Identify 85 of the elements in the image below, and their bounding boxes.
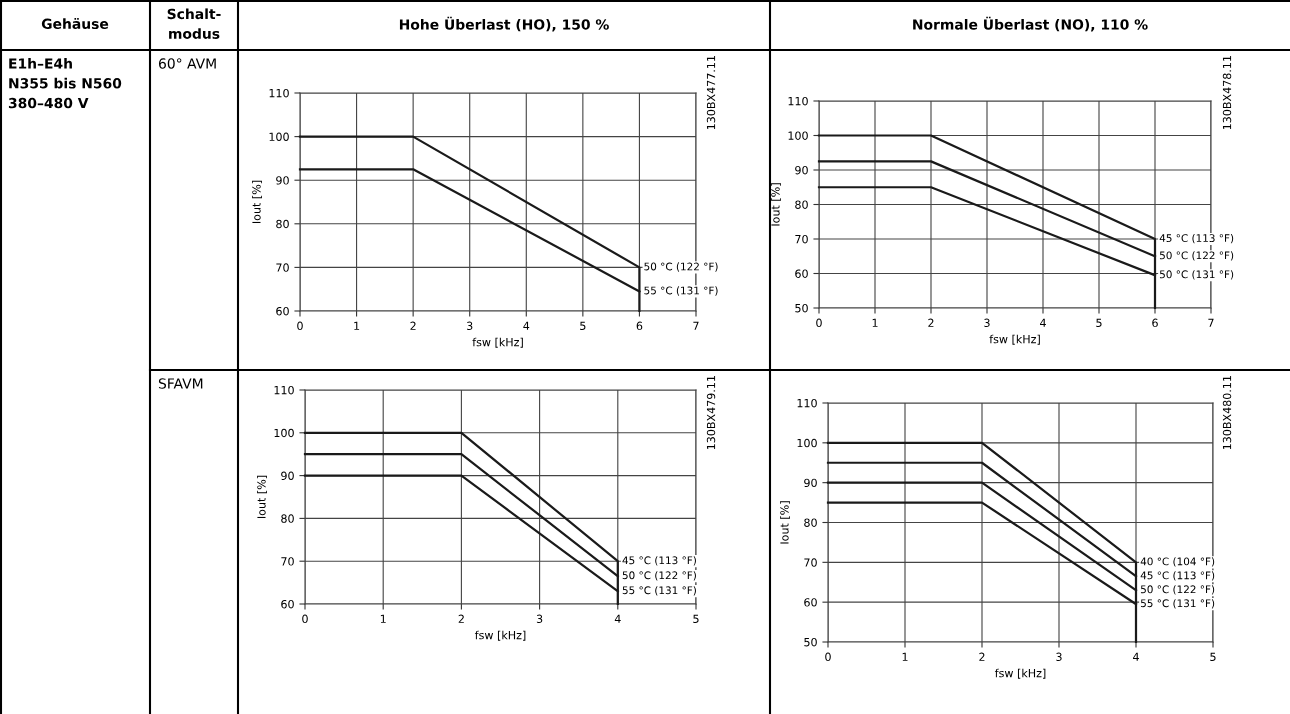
text: 130BX480.11 [1222, 376, 1232, 450]
x-axis-title: fsw [kHz] [472, 337, 523, 348]
y-tick-label: 110 [274, 385, 294, 395]
x-axis-title: fsw [kHz] [994, 668, 1046, 679]
series-label: 50 °C (122 °F) [644, 262, 718, 272]
y-tick-label: 110 [269, 88, 289, 98]
text: SFAVM [158, 378, 203, 389]
y-tick-label: 60 [804, 598, 817, 607]
y-tick-label: 60 [795, 269, 808, 278]
y-tick-label: 90 [804, 478, 817, 488]
series-label: 50 °C (122 °F) [1140, 585, 1215, 595]
x-tick-label: 2 [410, 321, 416, 330]
x-tick-label: 0 [816, 318, 822, 328]
y-tick-label: 80 [276, 219, 289, 229]
y-axis-title: Iout [%] [780, 501, 790, 544]
x-tick-label: 4 [1040, 318, 1046, 327]
y-axis-title: Iout [%] [771, 183, 781, 226]
x-tick-label: 2 [979, 652, 985, 661]
text: 130BX479.11 [706, 376, 716, 450]
y-tick-label: 100 [797, 438, 817, 448]
y-tick-label: 110 [788, 96, 808, 106]
x-tick-label: 7 [1208, 318, 1214, 327]
x-tick-label: 3 [536, 614, 543, 624]
chart-title: Hohe Überlast (HO), 150 % [399, 16, 609, 32]
y-tick-label: 90 [795, 165, 808, 175]
series-label: 45 °C (113 °F) [622, 556, 696, 566]
x-tick-label: 5 [1096, 318, 1102, 328]
x-tick-label: 5 [580, 321, 586, 331]
series-label: 45 °C (113 °F) [1140, 571, 1215, 581]
x-tick-label: 7 [693, 321, 699, 330]
y-tick-label: 100 [274, 428, 294, 438]
y-tick-label: 90 [276, 176, 289, 185]
x-tick-label: 2 [458, 614, 464, 623]
series-label: 55 °C (131 °F) [1140, 599, 1215, 609]
x-tick-label: 4 [614, 614, 621, 623]
x-tick-label: 5 [693, 614, 699, 624]
y-tick-label: 70 [804, 558, 817, 567]
x-tick-label: 4 [523, 321, 530, 330]
x-tick-label: 3 [984, 318, 990, 328]
x-tick-label: 5 [1210, 652, 1216, 662]
y-tick-label: 50 [804, 637, 817, 647]
y-tick-label: 100 [269, 132, 289, 141]
y-tick-label: 60 [281, 599, 294, 609]
text: 130BX477.11 [706, 56, 716, 130]
y-tick-label: 70 [276, 263, 289, 272]
y-tick-label: 60 [276, 306, 289, 316]
series-label: 55 °C (131 °F) [644, 286, 718, 296]
y-tick-label: 50 [795, 303, 808, 313]
series-label: 40 °C (104 °F) [1140, 557, 1215, 567]
x-tick-label: 1 [902, 652, 908, 661]
text: Schalt- modus [167, 8, 221, 39]
y-tick-label: 70 [281, 557, 294, 566]
x-axis-title: fsw [kHz] [474, 630, 526, 641]
series-label: 50 °C (122 °F) [1159, 251, 1234, 261]
x-tick-label: 0 [297, 321, 303, 331]
x-tick-label: 1 [872, 318, 878, 327]
y-tick-label: 80 [795, 200, 808, 209]
x-tick-label: 3 [1056, 652, 1062, 662]
x-tick-label: 0 [302, 614, 308, 624]
x-tick-label: 6 [636, 321, 643, 331]
y-axis-title: Iout [%] [252, 180, 262, 224]
x-tick-label: 6 [1152, 318, 1158, 328]
chart-title: Normale Überlast (NO), 110 % [913, 16, 1148, 32]
y-tick-label: 80 [804, 518, 817, 527]
x-tick-label: 1 [380, 614, 386, 623]
series-label: 55 °C (131 °F) [622, 586, 696, 596]
text: Gehäuse [41, 18, 109, 30]
series-label: 50 °C (131 °F) [1159, 270, 1234, 280]
series-label: 45 °C (113 °F) [1159, 233, 1234, 244]
y-tick-label: 110 [797, 398, 817, 408]
y-tick-label: 80 [281, 514, 294, 523]
x-tick-label: 0 [825, 652, 831, 662]
x-tick-label: 2 [928, 318, 934, 327]
text: 60° AVM [158, 58, 216, 69]
y-tick-label: 100 [788, 131, 808, 140]
y-tick-label: 90 [281, 471, 294, 480]
x-tick-label: 3 [467, 321, 473, 331]
x-tick-label: 4 [1133, 652, 1139, 661]
y-axis-title: Iout [%] [257, 475, 267, 519]
text: E1h–E4h N355 bis N560 380–480 V [8, 58, 122, 109]
x-tick-label: 1 [354, 321, 360, 330]
y-tick-label: 70 [795, 234, 808, 244]
x-axis-title: fsw [kHz] [989, 334, 1040, 345]
text: 130BX478.11 [1222, 56, 1232, 130]
series-label: 50 °C (122 °F) [622, 571, 696, 581]
